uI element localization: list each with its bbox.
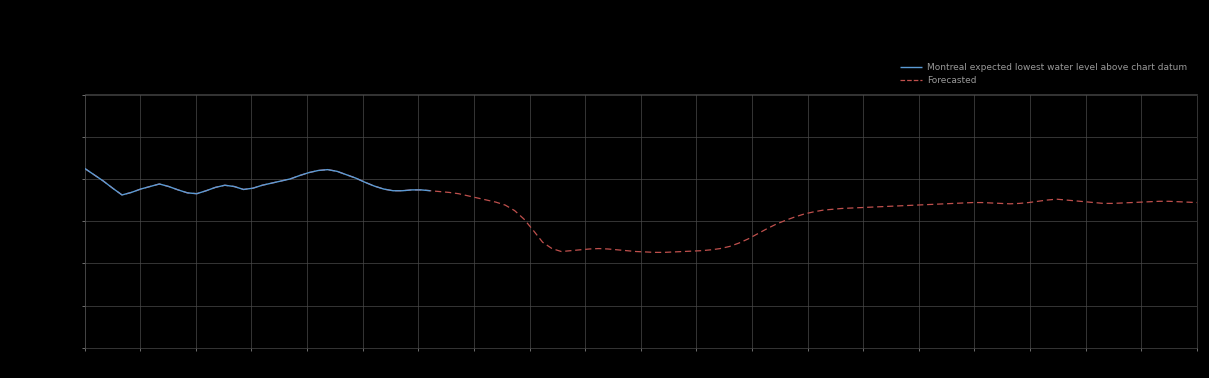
Montreal expected lowest water level above chart datum [311, 168, 325, 173]
Montreal expected lowest water level above chart datum [162, 184, 177, 189]
Legend: Montreal expected lowest water level above chart datum, Forecasted: Montreal expected lowest water level abo… [899, 63, 1187, 85]
Montreal expected lowest water level above chart datum [423, 189, 438, 193]
Montreal expected lowest water level above chart datum [125, 190, 139, 195]
Montreal expected lowest water level above chart datum [87, 172, 102, 177]
Forecasted [648, 250, 663, 255]
Montreal expected lowest water level above chart datum [218, 183, 232, 187]
Forecasted [965, 200, 979, 205]
Montreal expected lowest water level above chart datum [320, 167, 335, 172]
Montreal expected lowest water level above chart datum [190, 191, 204, 196]
Montreal expected lowest water level above chart datum [348, 176, 363, 180]
Montreal expected lowest water level above chart datum [180, 191, 195, 195]
Montreal expected lowest water level above chart datum [255, 183, 270, 187]
Montreal expected lowest water level above chart datum [143, 184, 157, 189]
Montreal expected lowest water level above chart datum [170, 187, 185, 192]
Montreal expected lowest water level above chart datum [302, 170, 317, 175]
Montreal expected lowest water level above chart datum [236, 187, 250, 192]
Forecasted [77, 166, 92, 170]
Forecasted [311, 168, 325, 173]
Montreal expected lowest water level above chart datum [368, 184, 382, 188]
Montreal expected lowest water level above chart datum [283, 177, 297, 181]
Montreal expected lowest water level above chart datum [77, 166, 92, 170]
Forecasted [1162, 199, 1176, 204]
Forecasted [704, 248, 718, 252]
Montreal expected lowest water level above chart datum [105, 186, 120, 191]
Montreal expected lowest water level above chart datum [133, 187, 147, 191]
Montreal expected lowest water level above chart datum [115, 193, 129, 197]
Montreal expected lowest water level above chart datum [273, 179, 288, 183]
Montreal expected lowest water level above chart datum [330, 169, 345, 174]
Montreal expected lowest water level above chart datum [199, 189, 214, 193]
Montreal expected lowest water level above chart datum [227, 184, 242, 189]
Montreal expected lowest water level above chart datum [358, 180, 372, 184]
Montreal expected lowest water level above chart datum [245, 186, 260, 191]
Montreal expected lowest water level above chart datum [395, 189, 410, 193]
Montreal expected lowest water level above chart datum [376, 187, 391, 191]
Montreal expected lowest water level above chart datum [413, 187, 428, 192]
Montreal expected lowest water level above chart datum [386, 189, 400, 193]
Montreal expected lowest water level above chart datum [96, 179, 110, 183]
Forecasted [376, 187, 391, 191]
Forecasted [854, 205, 868, 210]
Line: Montreal expected lowest water level above chart datum: Montreal expected lowest water level abo… [85, 168, 430, 195]
Montreal expected lowest water level above chart datum [152, 182, 167, 186]
Montreal expected lowest water level above chart datum [405, 187, 420, 192]
Montreal expected lowest water level above chart datum [265, 181, 279, 186]
Montreal expected lowest water level above chart datum [208, 185, 222, 190]
Montreal expected lowest water level above chart datum [339, 172, 353, 177]
Line: Forecasted: Forecasted [85, 168, 1197, 253]
Montreal expected lowest water level above chart datum [293, 173, 307, 178]
Forecasted [1190, 200, 1204, 205]
